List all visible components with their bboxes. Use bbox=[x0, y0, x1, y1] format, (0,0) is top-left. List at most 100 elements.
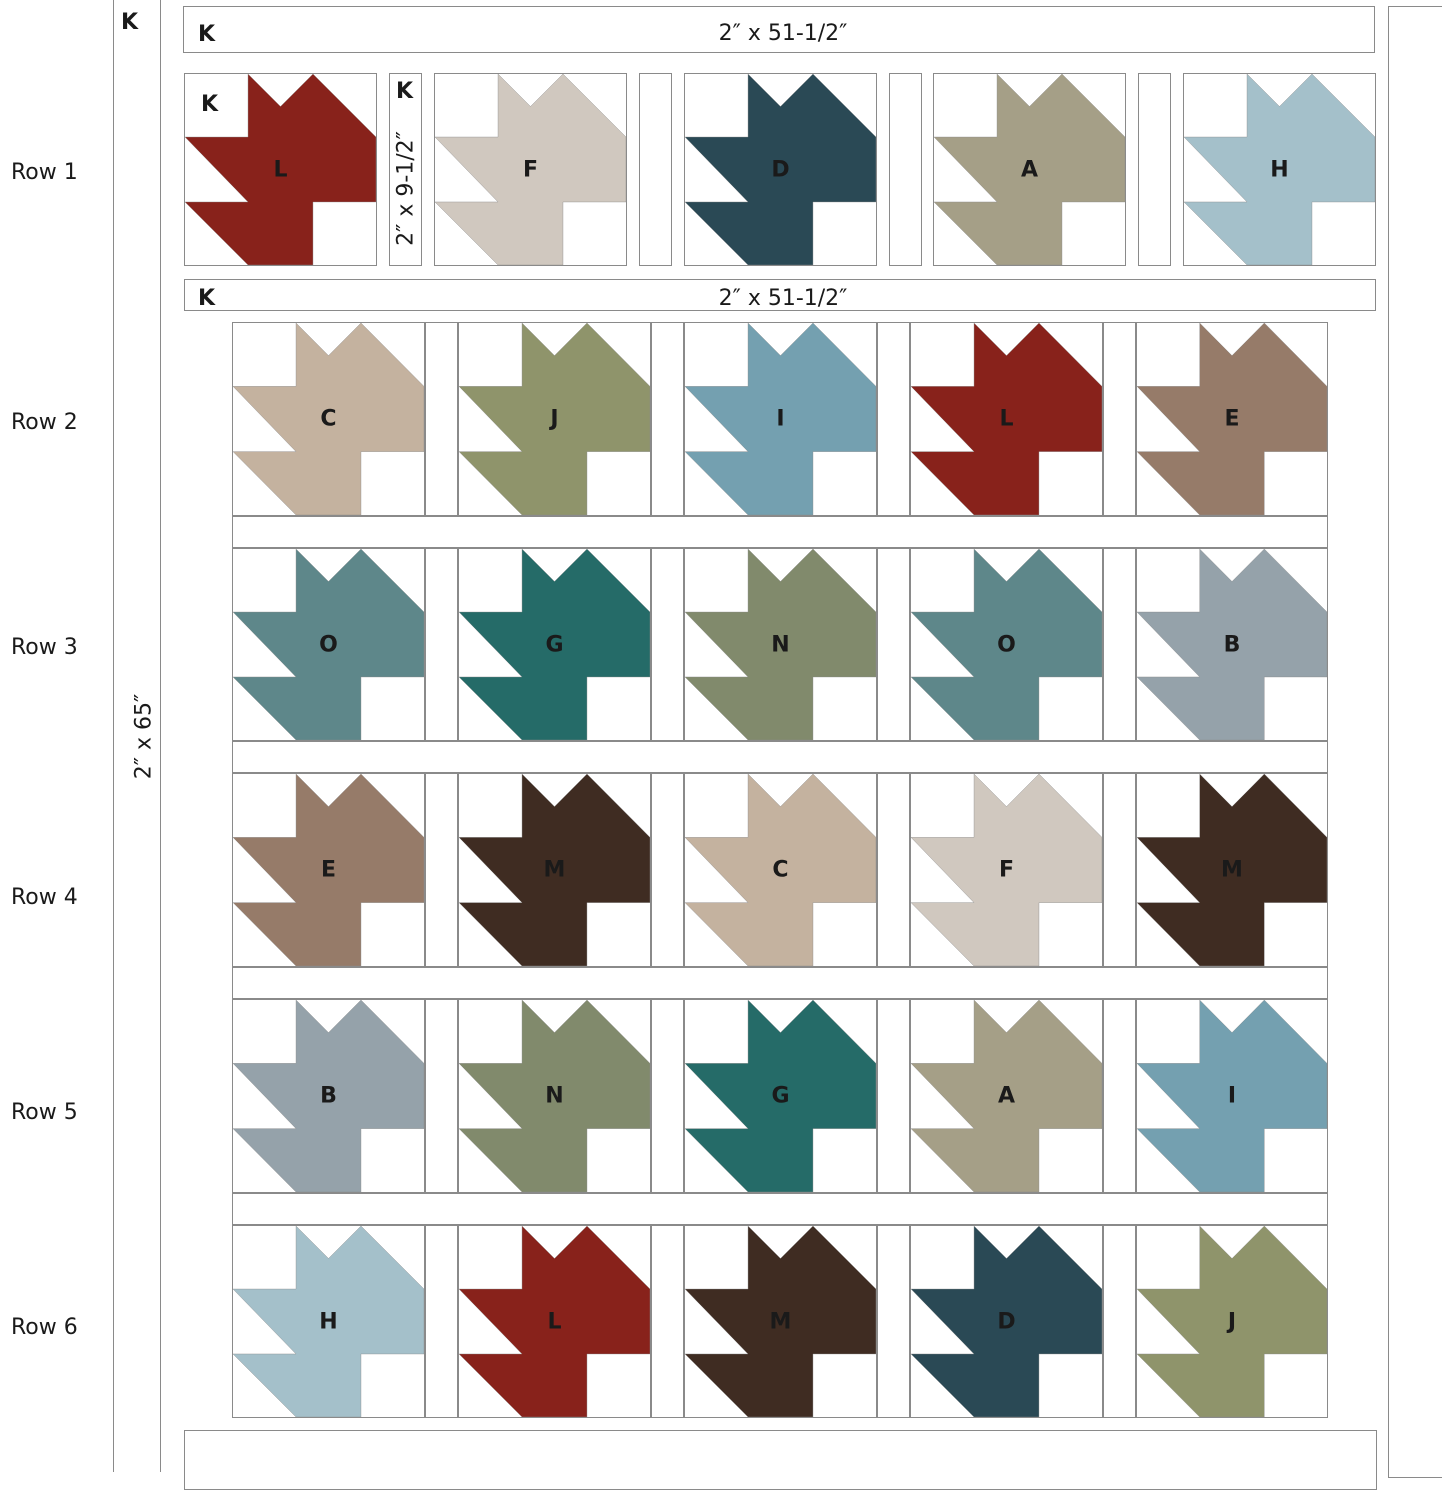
short-sashing-letter: K bbox=[396, 79, 414, 104]
column-sashing bbox=[1103, 773, 1136, 967]
row-label: Row 6 bbox=[11, 1315, 78, 1340]
maple-leaf-block: H bbox=[232, 1225, 425, 1418]
leaf-shape bbox=[934, 74, 1125, 265]
leaf-shape bbox=[185, 74, 376, 265]
maple-leaf-block: D bbox=[910, 1225, 1103, 1418]
maple-leaf-block: G bbox=[684, 999, 877, 1193]
leaf-shape bbox=[911, 323, 1102, 515]
maple-leaf-block: M bbox=[458, 773, 651, 967]
column-sashing bbox=[877, 999, 910, 1193]
row1-short-sashing bbox=[389, 73, 422, 266]
leaf-shape bbox=[233, 323, 424, 515]
block-fabric-letter: E bbox=[1224, 406, 1240, 432]
block-fabric-letter: D bbox=[997, 1309, 1016, 1334]
leaf-shape bbox=[911, 1000, 1102, 1192]
row-label: Row 4 bbox=[11, 885, 78, 910]
column-sashing bbox=[425, 322, 458, 516]
maple-leaf-block: B bbox=[1136, 548, 1328, 741]
column-sashing bbox=[651, 548, 684, 741]
block-fabric-letter: A bbox=[997, 1083, 1016, 1109]
leaf-shape bbox=[685, 774, 876, 966]
maple-leaf-block: J bbox=[1136, 1225, 1328, 1418]
maple-leaf-block: I bbox=[684, 322, 877, 516]
short-sashing-size: 2″ x 9-1/2″ bbox=[393, 131, 419, 246]
maple-leaf-block: L K bbox=[184, 73, 377, 266]
row-sashing bbox=[232, 516, 1328, 548]
maple-leaf-block: M bbox=[1136, 773, 1328, 967]
leaf-shape bbox=[233, 549, 424, 740]
second-sashing-size: 2″ x 51-1/2″ bbox=[718, 286, 848, 311]
block-fabric-letter: L bbox=[273, 157, 288, 182]
maple-leaf-block: M bbox=[684, 1225, 877, 1418]
block-fabric-letter: M bbox=[769, 1309, 792, 1334]
maple-leaf-block: B bbox=[232, 999, 425, 1193]
leaf-shape bbox=[1184, 74, 1375, 265]
block-fabric-letter: H bbox=[1270, 157, 1289, 182]
maple-leaf-block: F bbox=[434, 73, 627, 266]
maple-leaf-block: E bbox=[232, 773, 425, 967]
block-fabric-letter: B bbox=[1223, 632, 1241, 657]
column-sashing bbox=[1103, 548, 1136, 741]
maple-leaf-block: L bbox=[458, 1225, 651, 1418]
block-fabric-letter: C bbox=[320, 406, 337, 432]
maple-leaf-block: C bbox=[232, 322, 425, 516]
top-sashing-size: 2″ x 51-1/2″ bbox=[718, 21, 848, 46]
block-fabric-letter: I bbox=[776, 406, 785, 432]
leaf-shape bbox=[459, 1226, 650, 1417]
row-label: Row 2 bbox=[11, 410, 78, 435]
maple-leaf-block: L bbox=[910, 322, 1103, 516]
right-border-strip bbox=[1388, 6, 1442, 1478]
block-fabric-letter: F bbox=[998, 857, 1015, 883]
row1-sashing bbox=[889, 73, 922, 266]
top-sashing-letter: K bbox=[198, 22, 216, 47]
maple-leaf-block: N bbox=[684, 548, 877, 741]
second-sashing-letter: K bbox=[198, 286, 216, 311]
top-sashing-strip bbox=[183, 6, 1375, 53]
maple-leaf-block: F bbox=[910, 773, 1103, 967]
block-fabric-letter: B bbox=[320, 1083, 337, 1109]
column-sashing bbox=[651, 1225, 684, 1418]
leaf-shape bbox=[1137, 1226, 1327, 1417]
leaf-shape bbox=[685, 1226, 876, 1417]
maple-leaf-block: A bbox=[933, 73, 1126, 266]
column-sashing bbox=[877, 322, 910, 516]
block-fabric-letter: L bbox=[999, 406, 1014, 432]
row-label: Row 1 bbox=[11, 160, 78, 185]
leaf-shape bbox=[911, 549, 1102, 740]
maple-leaf-block: E bbox=[1136, 322, 1328, 516]
maple-leaf-block: N bbox=[458, 999, 651, 1193]
block-fabric-letter: J bbox=[1227, 1309, 1237, 1334]
leaf-shape bbox=[459, 549, 650, 740]
column-sashing bbox=[651, 999, 684, 1193]
leaf-shape bbox=[233, 774, 424, 966]
column-sashing bbox=[877, 773, 910, 967]
leaf-shape bbox=[233, 1000, 424, 1192]
maple-leaf-block: O bbox=[910, 548, 1103, 741]
block-fabric-letter: D bbox=[771, 157, 790, 182]
block-fabric-letter: N bbox=[545, 1083, 564, 1109]
leaf-shape bbox=[685, 74, 876, 265]
leaf-shape bbox=[1137, 774, 1327, 966]
block-fabric-letter: E bbox=[320, 857, 337, 883]
maple-leaf-block: H bbox=[1183, 73, 1376, 266]
column-sashing bbox=[877, 1225, 910, 1418]
block-fabric-letter: C bbox=[772, 857, 789, 883]
block-fabric-letter: F bbox=[522, 157, 539, 182]
leaf-shape bbox=[685, 549, 876, 740]
column-sashing bbox=[877, 548, 910, 741]
block-fabric-letter: G bbox=[771, 1083, 790, 1109]
block-fabric-letter: J bbox=[550, 406, 559, 432]
maple-leaf-block: A bbox=[910, 999, 1103, 1193]
leaf-shape bbox=[459, 1000, 650, 1192]
row-sashing bbox=[232, 1193, 1328, 1225]
block-fabric-letter: I bbox=[1227, 1083, 1237, 1109]
bottom-border-strip bbox=[184, 1430, 1377, 1490]
block-fabric-letter: M bbox=[1221, 857, 1243, 883]
leaf-shape bbox=[459, 323, 650, 515]
row-label: Row 3 bbox=[11, 635, 78, 660]
block-fabric-letter: G bbox=[545, 632, 564, 657]
leaf-shape bbox=[685, 1000, 876, 1192]
block-fabric-letter: O bbox=[997, 632, 1016, 657]
column-sashing bbox=[1103, 999, 1136, 1193]
maple-leaf-block: I bbox=[1136, 999, 1328, 1193]
